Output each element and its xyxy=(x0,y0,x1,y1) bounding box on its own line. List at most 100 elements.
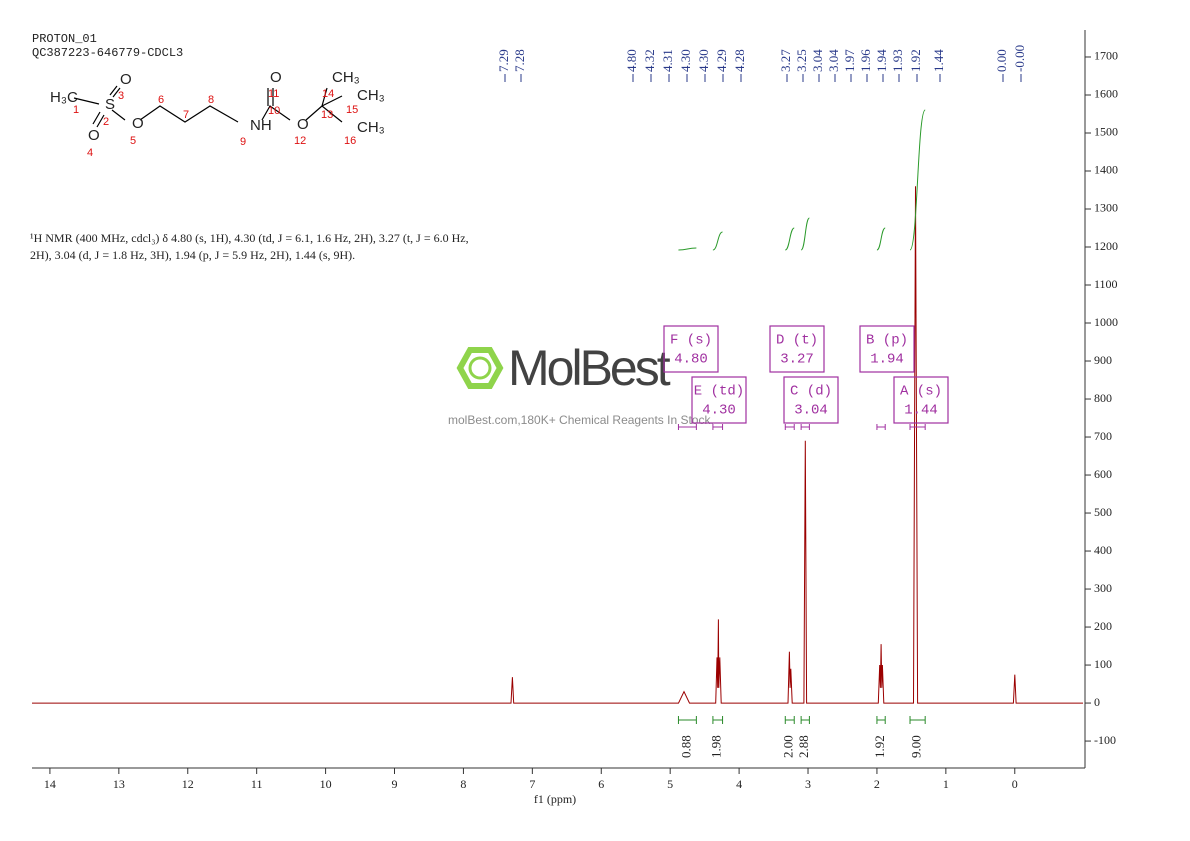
atom-number: 5 xyxy=(130,135,136,147)
x-tick-label: 6 xyxy=(598,777,604,791)
multiplet-box xyxy=(893,376,949,424)
y-tick-label: 500 xyxy=(1094,505,1112,519)
y-tick-label: 1000 xyxy=(1094,315,1118,329)
watermark: MolBest molBest.com,180K+ Chemical Reage… xyxy=(448,340,714,427)
multiplet-name: E (td) xyxy=(694,384,744,400)
integral-range xyxy=(909,716,926,724)
multiplet-name: A (s) xyxy=(900,384,942,400)
brand: MolBest xyxy=(508,340,671,396)
multiplet-shift: 4.80 xyxy=(674,352,708,368)
atom-label: CH₃ xyxy=(357,119,385,136)
y-tick-label: 200 xyxy=(1094,619,1112,633)
atom-number: 16 xyxy=(344,135,356,147)
y-tick-label: 600 xyxy=(1094,467,1112,481)
tagline: molBest.com,180K+ Chemical Reagents In S… xyxy=(448,413,714,427)
multiplet-name: C (d) xyxy=(790,384,832,400)
atom-number: 9 xyxy=(240,136,246,148)
integral-value: 0.88 xyxy=(678,735,693,758)
atom-number: 7 xyxy=(183,109,189,121)
peak-label: 7.29 xyxy=(496,49,511,72)
atom-label: O xyxy=(270,69,282,86)
x-tick-label: 8 xyxy=(460,777,466,791)
description: ¹H NMR (400 MHz, cdcl₃) δ 4.80 (s, 1H), … xyxy=(30,231,469,245)
spectrum xyxy=(32,186,1083,704)
integral-value: 9.00 xyxy=(909,735,924,758)
integral-value: 1.98 xyxy=(709,735,724,758)
peak-label: 1.44 xyxy=(931,49,946,72)
peak-label: -0.00 xyxy=(1012,45,1027,72)
shift-range xyxy=(784,424,795,430)
y-tick-label: 1400 xyxy=(1094,163,1118,177)
multiplet-box xyxy=(769,325,825,373)
y-tick-label: -100 xyxy=(1094,733,1116,747)
multiplet-shift: 4.30 xyxy=(702,403,736,419)
atom-number: 3 xyxy=(118,90,124,102)
shift-range xyxy=(909,424,926,430)
y-tick-label: 800 xyxy=(1094,391,1112,405)
multiplet-name: B (p) xyxy=(866,333,908,349)
multiplet-box xyxy=(691,376,747,424)
shift-range xyxy=(712,424,724,430)
peak-label: 1.93 xyxy=(890,49,905,72)
integral-value: 2.88 xyxy=(796,735,811,758)
atom-label: CH₃ xyxy=(332,69,360,86)
peak-label: 0.00 xyxy=(994,49,1009,72)
integral-value: 1.92 xyxy=(872,735,887,758)
x-tick-label: 11 xyxy=(251,777,263,791)
x-tick-label: 4 xyxy=(736,777,742,791)
peak-label: 4.32 xyxy=(642,49,657,72)
peak-label: 4.30 xyxy=(678,49,693,72)
atom-number: 8 xyxy=(208,94,214,106)
integral-range xyxy=(712,716,724,724)
integral-curve xyxy=(800,217,810,251)
atom-number: 15 xyxy=(346,104,358,116)
integral-curve xyxy=(785,227,795,251)
y-tick-label: 1600 xyxy=(1094,87,1118,101)
atom-label: O xyxy=(88,127,100,144)
x-tick-label: 5 xyxy=(667,777,673,791)
atom-number: 4 xyxy=(87,147,93,159)
atom-number: 2 xyxy=(103,116,109,128)
multiplet-box xyxy=(859,325,915,373)
multiplet-box xyxy=(663,325,719,373)
integral-curve xyxy=(678,247,697,251)
x-tick-label: 14 xyxy=(44,777,56,791)
logo xyxy=(468,356,492,380)
integral-curve xyxy=(712,231,723,251)
integral-range xyxy=(876,716,886,724)
peak-label: 3.25 xyxy=(794,49,809,72)
y-tick-label: 1200 xyxy=(1094,239,1118,253)
shift-range xyxy=(876,424,886,430)
atom-number: 1 xyxy=(73,104,79,116)
integral-value: 2.00 xyxy=(781,735,796,758)
y-tick-label: 400 xyxy=(1094,543,1112,557)
y-tick-label: 1100 xyxy=(1094,277,1118,291)
y-tick-label: 700 xyxy=(1094,429,1112,443)
bonds xyxy=(73,85,343,128)
y-tick-label: 1300 xyxy=(1094,201,1118,215)
atom-label: NH xyxy=(250,117,272,134)
atom-number: 10 xyxy=(268,105,280,117)
peak-label: 4.80 xyxy=(624,49,639,72)
y-tick-label: 1700 xyxy=(1094,49,1118,63)
atom-number: 12 xyxy=(294,135,306,147)
peak-label: 1.92 xyxy=(908,49,923,72)
title: PROTON_01 xyxy=(32,32,97,46)
peak-label: 1.96 xyxy=(858,49,873,72)
x-tick-label: 7 xyxy=(529,777,535,791)
peak-label: 7.28 xyxy=(512,49,527,72)
x-tick-label: 3 xyxy=(805,777,811,791)
multiplet-shift: 1.94 xyxy=(870,352,904,368)
y-tick-label: 900 xyxy=(1094,353,1112,367)
y-tick-label: 300 xyxy=(1094,581,1112,595)
atom-label: S xyxy=(105,96,115,113)
peak-label: 4.30 xyxy=(696,49,711,72)
atom-number: 14 xyxy=(322,88,334,100)
peak-label: 3.04 xyxy=(826,49,841,72)
x-tick-label: 9 xyxy=(392,777,398,791)
y-tick-label: 0 xyxy=(1094,695,1100,709)
shift-range xyxy=(800,424,810,430)
x-tick-label: 13 xyxy=(113,777,125,791)
